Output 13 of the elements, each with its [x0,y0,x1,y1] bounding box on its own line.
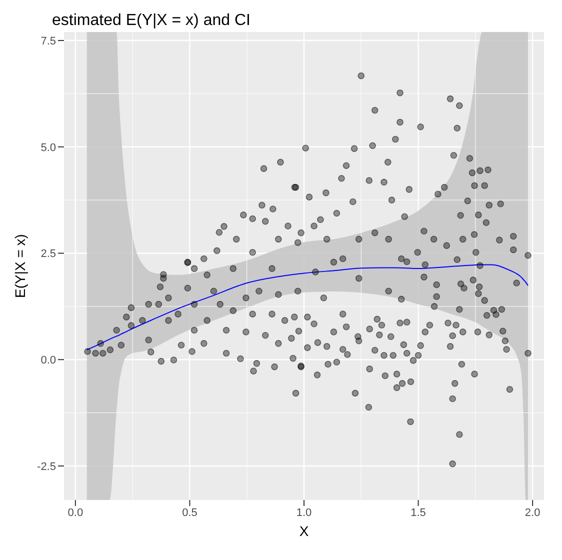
x-tick-label: 1.5 [410,506,426,519]
x-tick-label: 2.0 [524,506,540,519]
x-tick-label: 1.0 [296,506,312,519]
x-axis-title: X [299,523,310,539]
y-tick-label: 0.0 [40,354,56,367]
x-tick-label: 0.0 [68,506,84,519]
x-tick-label: 0.5 [182,506,198,519]
y-axis-title: E(Y|X = x) [12,234,28,298]
y-tick-label: 2.5 [40,248,56,260]
y-tick-label: -2.5 [37,460,56,473]
y-tick-label: 7.5 [40,35,56,48]
chart-title: estimated E(Y|X = x) and CI [52,12,250,30]
y-tick-label: 5.0 [40,142,56,154]
